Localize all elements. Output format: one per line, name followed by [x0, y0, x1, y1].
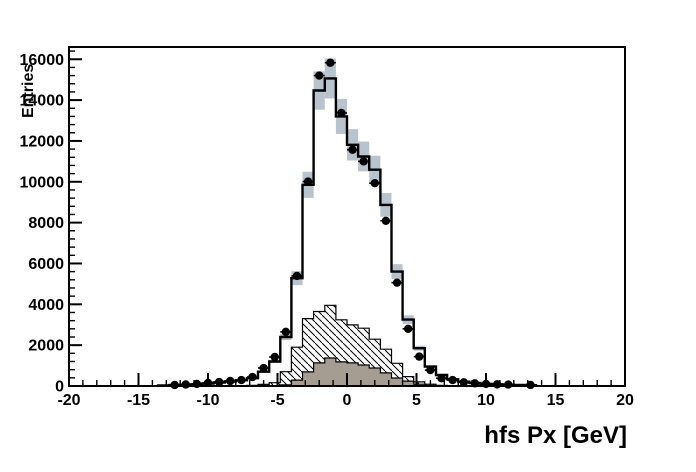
marker-circle [470, 379, 480, 388]
y-tick-label: 6000 [28, 256, 64, 273]
marker-circle [370, 179, 379, 188]
data-point [435, 374, 448, 383]
y-tick-label: 12000 [20, 133, 65, 150]
marker-circle [303, 177, 313, 186]
marker-circle [381, 216, 391, 225]
x-tick-label: -15 [127, 392, 150, 409]
marker-circle [481, 379, 491, 389]
marker-circle [504, 380, 513, 389]
y-tick-label: 16000 [20, 52, 65, 69]
data-point [302, 177, 314, 186]
data-point [191, 379, 203, 389]
data-point [524, 380, 537, 390]
data-point [235, 375, 247, 385]
data-point [324, 58, 336, 67]
marker-circle [337, 108, 346, 118]
marker-circle [248, 372, 257, 382]
x-tick-label: -10 [196, 392, 219, 409]
data-point [313, 71, 325, 80]
data-point [202, 378, 214, 388]
marker-circle [426, 365, 435, 375]
data-point [369, 179, 381, 188]
data-point [447, 375, 459, 385]
data-point [391, 278, 403, 287]
data-point [246, 372, 259, 382]
data-point [480, 379, 492, 389]
marker-circle [292, 271, 302, 281]
y-axis-title: Entries [20, 64, 37, 118]
marker-circle [181, 380, 190, 389]
marker-circle [526, 380, 535, 390]
x-tick-label: 0 [343, 392, 352, 409]
axes-layer: -20 -15 -10 -5 0 5 10 15 20 0 2000 4000 6000 8000 1000… [20, 46, 634, 409]
marker-circle [326, 58, 335, 67]
data-point [424, 365, 436, 375]
marker-circle [359, 157, 368, 166]
marker-circle [259, 363, 268, 373]
x-tick-label: -20 [57, 392, 80, 409]
marker-circle [214, 377, 224, 387]
data-point [402, 324, 414, 334]
marker-circle [437, 374, 446, 383]
data-point [347, 145, 359, 154]
x-tick-label: -5 [270, 392, 284, 409]
histogram-layer [156, 77, 538, 387]
data-point [358, 157, 370, 166]
marker-circle [237, 375, 246, 385]
marker-circle [492, 380, 502, 389]
data-point [491, 380, 503, 389]
marker-circle [403, 324, 413, 334]
x-axis-title: hfs Px [GeV] [484, 422, 627, 449]
data-point [224, 376, 236, 386]
marker-circle [348, 145, 357, 154]
marker-circle [203, 378, 213, 388]
marker-circle [392, 278, 402, 287]
data-point [213, 377, 225, 387]
data-point [335, 108, 347, 118]
marker-circle [192, 379, 202, 389]
y-tick-label: 10000 [20, 174, 65, 191]
data-point [269, 352, 281, 362]
y-tick-label: 8000 [28, 215, 64, 232]
data-point [280, 327, 292, 337]
data-point [380, 216, 392, 225]
x-tick-label: 5 [412, 392, 421, 409]
data-points-layer [169, 58, 537, 390]
data-point [458, 378, 470, 387]
text-layer: hfs Px [GeV] Entries [20, 64, 627, 449]
data-point [469, 379, 481, 388]
data-point [291, 271, 303, 281]
marker-circle [415, 352, 424, 361]
data-point [169, 380, 181, 390]
y-tick-label: 14000 [20, 93, 65, 110]
marker-circle [315, 71, 324, 80]
marker-circle [270, 352, 279, 362]
x-tick-label: 15 [547, 392, 565, 409]
x-tick-label: 10 [477, 392, 495, 409]
data-point [413, 352, 425, 361]
marker-circle [448, 375, 457, 385]
y-tick-label: 2000 [28, 338, 64, 355]
data-point [258, 363, 270, 373]
x-tick-label: 20 [616, 392, 634, 409]
data-point [502, 380, 514, 389]
marker-circle [170, 380, 179, 390]
marker-circle [226, 376, 235, 386]
marker-circle [281, 327, 291, 337]
marker-circle [459, 378, 468, 387]
y-tick-label: 4000 [28, 297, 64, 314]
data-point [180, 380, 192, 389]
y-tick-label: 0 [55, 379, 64, 396]
